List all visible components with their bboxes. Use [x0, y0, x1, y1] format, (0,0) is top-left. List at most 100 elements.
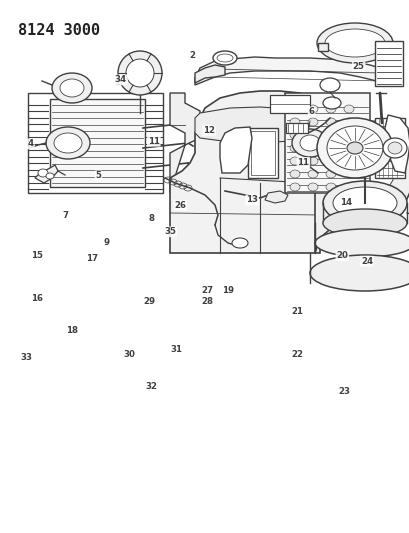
Ellipse shape: [343, 118, 353, 126]
Bar: [317, 43, 327, 51]
Text: 23: 23: [337, 387, 350, 396]
Ellipse shape: [343, 170, 353, 178]
Ellipse shape: [118, 51, 162, 95]
Text: 11: 11: [297, 158, 309, 167]
Ellipse shape: [316, 118, 392, 178]
Ellipse shape: [307, 183, 317, 191]
Ellipse shape: [60, 79, 84, 97]
Text: 33: 33: [20, 353, 33, 361]
Text: 25: 25: [352, 62, 364, 71]
Ellipse shape: [38, 169, 48, 177]
Ellipse shape: [319, 78, 339, 92]
Ellipse shape: [325, 183, 335, 191]
Ellipse shape: [213, 51, 236, 65]
Polygon shape: [327, 137, 394, 213]
Text: 20: 20: [336, 252, 347, 260]
Ellipse shape: [324, 29, 384, 57]
Bar: [270, 95, 309, 113]
Ellipse shape: [126, 59, 154, 87]
Ellipse shape: [52, 73, 92, 103]
Text: 14: 14: [339, 198, 352, 207]
Ellipse shape: [289, 118, 299, 126]
Ellipse shape: [322, 209, 406, 237]
Bar: [389, 43, 397, 51]
Ellipse shape: [314, 229, 409, 257]
Text: 22: 22: [290, 350, 303, 359]
Text: 15: 15: [31, 252, 43, 260]
Ellipse shape: [307, 131, 317, 139]
Ellipse shape: [332, 187, 396, 219]
Polygon shape: [220, 127, 252, 173]
Text: 28: 28: [200, 297, 213, 305]
Text: 32: 32: [145, 382, 157, 391]
Ellipse shape: [289, 144, 299, 152]
Text: 5: 5: [95, 172, 101, 180]
Ellipse shape: [325, 144, 335, 152]
Ellipse shape: [346, 142, 362, 154]
Ellipse shape: [307, 157, 317, 165]
Bar: [374, 41, 402, 86]
Ellipse shape: [325, 170, 335, 178]
Bar: [247, 128, 277, 178]
Ellipse shape: [46, 173, 54, 179]
Ellipse shape: [326, 126, 382, 170]
Ellipse shape: [343, 105, 353, 113]
Text: 6: 6: [308, 108, 314, 116]
Ellipse shape: [299, 135, 319, 151]
Ellipse shape: [307, 105, 317, 113]
Text: 4: 4: [28, 140, 34, 148]
Bar: [374, 118, 404, 178]
Ellipse shape: [231, 238, 247, 248]
Text: 9: 9: [103, 238, 109, 247]
Ellipse shape: [343, 131, 353, 139]
Ellipse shape: [316, 23, 392, 63]
Ellipse shape: [343, 183, 353, 191]
Text: 16: 16: [31, 294, 43, 303]
Ellipse shape: [307, 170, 317, 178]
Text: 8: 8: [148, 214, 154, 223]
Ellipse shape: [309, 255, 409, 291]
Ellipse shape: [322, 97, 340, 109]
Text: 29: 29: [143, 297, 155, 305]
Ellipse shape: [289, 157, 299, 165]
Polygon shape: [314, 121, 409, 253]
Ellipse shape: [322, 181, 406, 225]
Polygon shape: [384, 115, 409, 173]
Bar: [284, 93, 369, 193]
Ellipse shape: [382, 138, 406, 158]
Ellipse shape: [325, 157, 335, 165]
Ellipse shape: [307, 118, 317, 126]
Ellipse shape: [289, 131, 299, 139]
Polygon shape: [195, 65, 225, 83]
Ellipse shape: [387, 142, 401, 154]
Text: 26: 26: [174, 201, 186, 209]
Bar: [285, 123, 307, 133]
Text: 17: 17: [86, 254, 98, 263]
Text: 7: 7: [63, 212, 68, 220]
Polygon shape: [35, 165, 58, 183]
Text: 34: 34: [115, 76, 127, 84]
Ellipse shape: [291, 129, 327, 157]
Text: 18: 18: [65, 326, 78, 335]
Text: 35: 35: [164, 228, 175, 236]
Text: 31: 31: [170, 345, 182, 353]
Ellipse shape: [46, 127, 90, 159]
Text: 30: 30: [123, 350, 135, 359]
Ellipse shape: [54, 133, 82, 153]
Ellipse shape: [307, 144, 317, 152]
Ellipse shape: [325, 131, 335, 139]
Ellipse shape: [325, 105, 335, 113]
Polygon shape: [170, 91, 319, 253]
Ellipse shape: [289, 183, 299, 191]
Ellipse shape: [343, 144, 353, 152]
Text: 8124 3000: 8124 3000: [18, 23, 100, 38]
Polygon shape: [264, 191, 287, 203]
Text: 27: 27: [200, 286, 213, 295]
Text: 12: 12: [202, 126, 215, 135]
Text: 2: 2: [189, 52, 195, 60]
Text: 13: 13: [245, 196, 258, 204]
Polygon shape: [195, 107, 314, 143]
Bar: [250, 131, 274, 175]
Polygon shape: [170, 93, 200, 193]
Text: 21: 21: [290, 308, 303, 316]
